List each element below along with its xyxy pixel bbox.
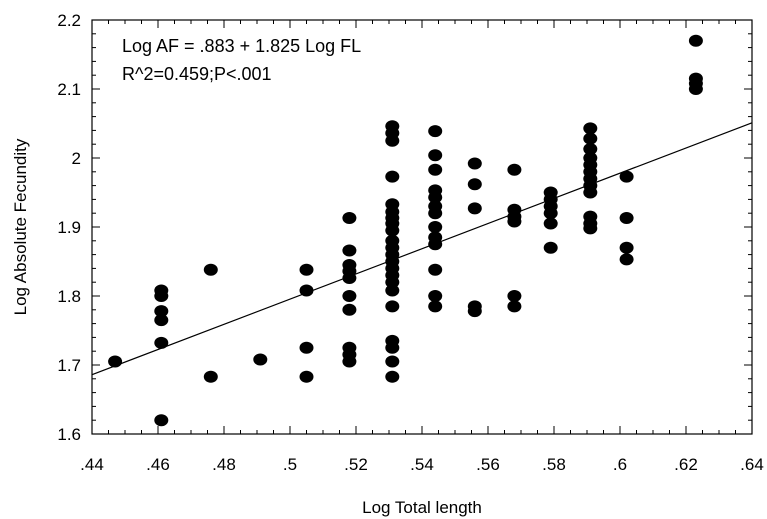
- data-point: [428, 238, 443, 251]
- data-point: [583, 222, 598, 235]
- data-point: [543, 241, 558, 254]
- data-point: [428, 300, 443, 313]
- data-point: [467, 178, 482, 191]
- data-point: [154, 314, 169, 327]
- data-point: [428, 191, 443, 204]
- data-point: [619, 170, 634, 183]
- data-point: [507, 163, 522, 176]
- data-point: [154, 414, 169, 427]
- data-point: [385, 341, 400, 354]
- x-tick-label: .62: [674, 455, 698, 474]
- data-point: [543, 207, 558, 220]
- data-point: [385, 370, 400, 383]
- data-point: [507, 290, 522, 302]
- data-point: [619, 212, 634, 225]
- x-tick-label: .56: [476, 455, 500, 474]
- data-point: [467, 157, 482, 170]
- data-point: [467, 305, 482, 318]
- data-point: [385, 300, 400, 313]
- data-point: [342, 290, 357, 302]
- x-tick-label: .54: [410, 455, 434, 474]
- data-point: [428, 163, 443, 176]
- y-tick-label: 1.7: [57, 356, 81, 375]
- y-tick-labels: 1.6 1.7 1.8 1.9 2 2.1 2.2: [57, 11, 81, 444]
- data-point: [385, 224, 400, 237]
- data-point: [385, 134, 400, 147]
- data-point: [342, 272, 357, 285]
- data-point: [342, 355, 357, 368]
- data-point: [507, 215, 522, 228]
- y-tick-label: 2: [72, 149, 81, 168]
- data-point: [203, 263, 218, 276]
- x-tick-label: .64: [740, 455, 764, 474]
- x-tick-label: .5: [283, 455, 297, 474]
- data-point: [253, 353, 268, 366]
- x-tick-label: .58: [542, 455, 566, 474]
- data-point: [428, 263, 443, 276]
- data-point: [385, 355, 400, 368]
- data-point: [299, 263, 314, 276]
- data-point: [342, 212, 357, 225]
- y-tick-label: 2.2: [57, 11, 81, 30]
- data-point: [299, 370, 314, 383]
- data-point: [428, 125, 443, 138]
- x-tick-label: .52: [344, 455, 368, 474]
- equation-annotation: Log AF = .883 + 1.825 Log FL: [122, 36, 361, 56]
- data-point: [507, 300, 522, 313]
- data-point: [583, 143, 598, 156]
- data-point: [385, 170, 400, 183]
- data-point: [428, 149, 443, 162]
- data-point: [583, 122, 598, 135]
- data-point: [619, 241, 634, 254]
- x-tick-label: .44: [80, 455, 104, 474]
- data-point: [428, 207, 443, 220]
- data-point: [108, 355, 123, 368]
- data-point: [154, 290, 169, 302]
- axis-ticks: [91, 19, 753, 435]
- data-point: [154, 305, 169, 318]
- x-tick-labels: .44 .46 .48 .5 .52 .54 .56 .58 .6 .62 .64: [80, 455, 764, 474]
- y-tick-label: 1.9: [57, 218, 81, 237]
- y-tick-label: 1.6: [57, 425, 81, 444]
- data-point: [467, 202, 482, 215]
- data-point: [619, 253, 634, 266]
- data-point: [385, 276, 400, 289]
- y-tick-label: 1.8: [57, 287, 81, 306]
- data-point: [543, 217, 558, 230]
- data-point: [203, 370, 218, 383]
- data-point: [688, 34, 703, 47]
- x-tick-label: .46: [146, 455, 170, 474]
- data-point: [154, 336, 169, 349]
- data-point: [428, 290, 443, 302]
- data-point: [342, 244, 357, 257]
- data-points: [108, 34, 703, 427]
- y-axis-title: Log Absolute Fecundity: [11, 138, 30, 315]
- data-point: [583, 186, 598, 199]
- data-point: [428, 221, 443, 233]
- regression-line: [91, 122, 753, 376]
- data-point: [583, 132, 598, 145]
- data-point: [385, 284, 400, 297]
- x-tick-label: .6: [613, 455, 627, 474]
- x-axis-title: Log Total length: [362, 498, 482, 517]
- data-point: [299, 284, 314, 297]
- x-tick-label: .48: [212, 455, 236, 474]
- y-tick-label: 2.1: [57, 80, 81, 99]
- data-point: [342, 303, 357, 316]
- data-point: [299, 341, 314, 354]
- r-squared-annotation: R^2=0.459;P<.001: [122, 64, 272, 84]
- data-point: [688, 83, 703, 95]
